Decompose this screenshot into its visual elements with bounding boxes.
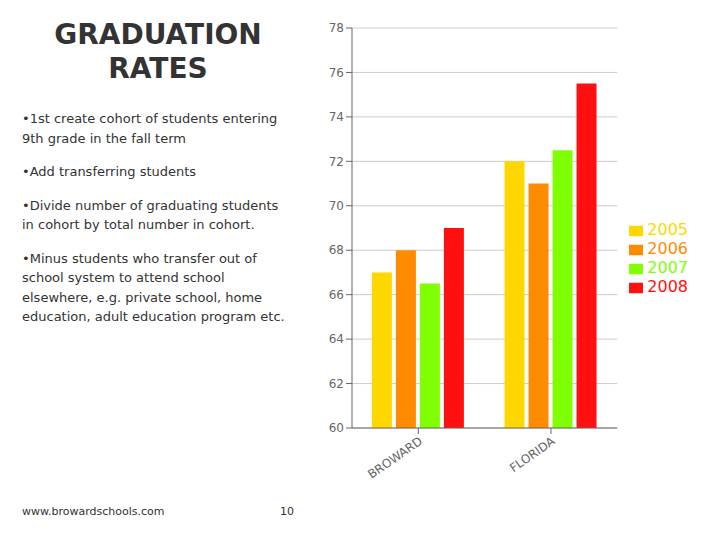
- html-text:2005: 2005: [647, 220, 688, 239]
- html-text:•Minus students who transfer o: •Minus students who transfer out of scho…: [22, 250, 285, 325]
- html-text:www.browardschools.com: www.browardschools.com: [22, 505, 165, 518]
- svg-text:BROWARD: BROWARD: [365, 434, 425, 482]
- html-text:2007: 2007: [647, 258, 688, 277]
- svg-text:70: 70: [329, 199, 344, 213]
- svg-text:78: 78: [329, 21, 344, 35]
- html-text:GRADUATION RATES: GRADUATION RATES: [54, 18, 262, 85]
- svg-text:72: 72: [329, 155, 344, 169]
- svg-text:68: 68: [329, 243, 344, 257]
- html-text:•1st create cohort of students: •1st create cohort of students entering …: [22, 111, 278, 146]
- html-text:•Add transferring students: •Add transferring students: [22, 164, 197, 180]
- svg-text:76: 76: [329, 66, 344, 80]
- svg-text:64: 64: [329, 332, 344, 346]
- svg-text:FLORIDA: FLORIDA: [507, 434, 558, 476]
- html-text:•Divide number of graduating s: •Divide number of graduating students in…: [22, 197, 279, 233]
- svg-text:60: 60: [329, 421, 344, 435]
- svg-text:66: 66: [329, 288, 344, 302]
- html-text:2008: 2008: [647, 277, 688, 296]
- html-text:10: 10: [280, 505, 294, 518]
- svg-text:62: 62: [329, 377, 344, 391]
- svg-text:74: 74: [329, 110, 344, 124]
- html-text:2006: 2006: [647, 239, 688, 258]
